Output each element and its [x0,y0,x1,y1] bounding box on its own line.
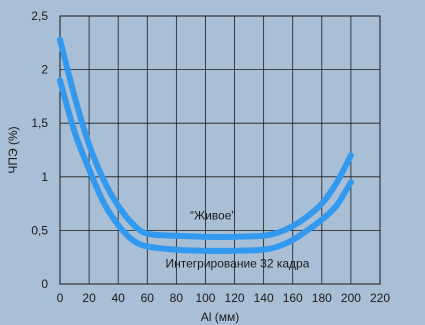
plot-frame [59,15,381,285]
x-tick-label-5: 100 [195,291,215,305]
x-tick-label-11: 220 [370,291,390,305]
series-line-live [57,36,354,240]
x-tick-label-7: 140 [254,291,274,305]
x-tick-label-2: 40 [112,291,126,305]
x-tick-label-8: 160 [283,291,303,305]
series-label-live: “Живое” [190,209,235,223]
x-axis-ticks: 0 20 40 60 80 100 120 140 160 180 200 220 [57,291,391,305]
y-tick-label-1: 0,5 [31,223,48,237]
y-tick-label-4: 2 [41,63,48,77]
x-tick-label-10: 200 [341,291,361,305]
x-axis-label: Al (мм) [201,310,240,324]
y-tick-label-0: 0 [41,277,48,291]
series-group [57,36,354,254]
x-tick-label-9: 180 [312,291,332,305]
x-tick-label-6: 120 [225,291,245,305]
plot-area [60,16,380,284]
y-axis-ticks: 0 0,5 1 1,5 2 2,5 [31,9,48,291]
x-tick-label-1: 20 [82,291,96,305]
y-tick-label-2: 1 [41,170,48,184]
y-axis-label: ЧПЭ (%) [6,126,20,173]
x-tick-label-0: 0 [57,291,64,305]
x-tick-label-4: 80 [170,291,184,305]
series-line-integrated [57,77,354,254]
y-tick-label-5: 2,5 [31,9,48,23]
series-label-integrated: Интегрирование 32 кадра [166,256,310,270]
x-tick-label-3: 60 [141,291,155,305]
y-tick-label-3: 1,5 [31,116,48,130]
